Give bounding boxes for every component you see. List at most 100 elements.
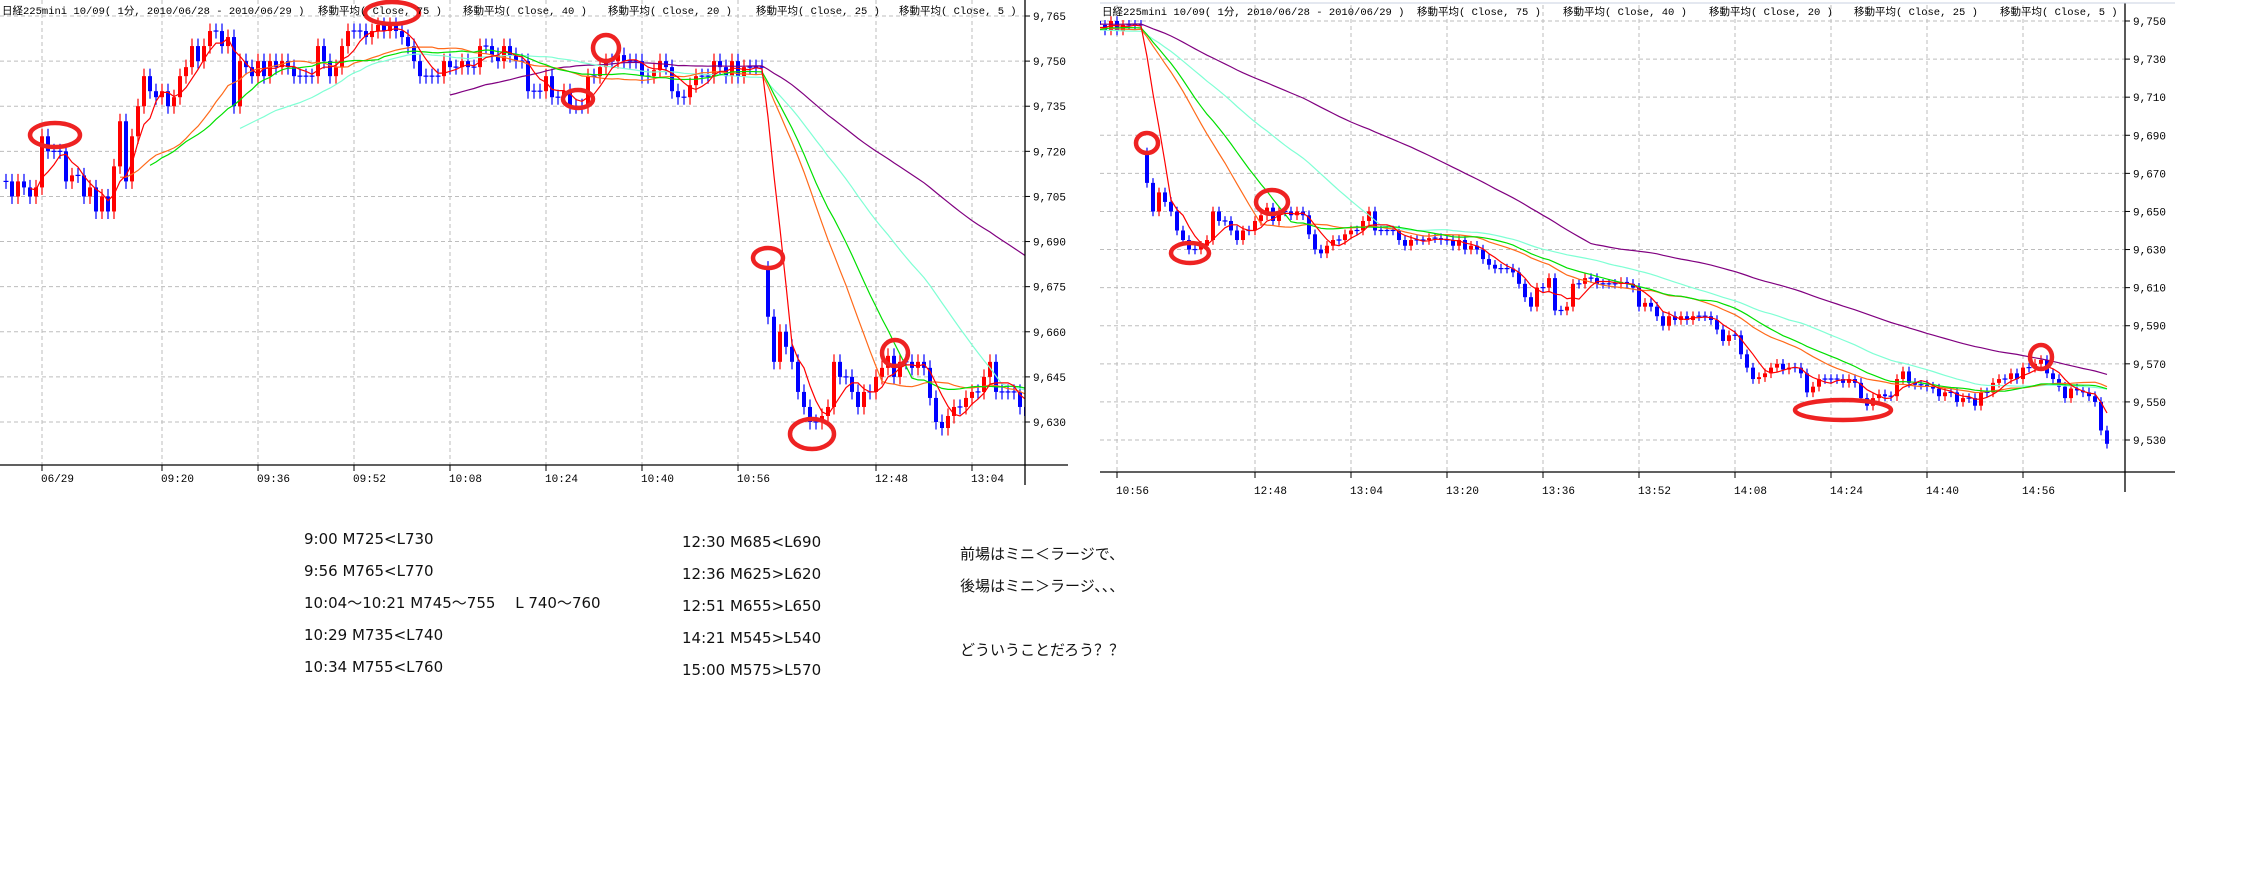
candle bbox=[940, 414, 944, 436]
left-chart-title: 日経225mini 10/09( 1分, 2010/06/28 - 2010/0… bbox=[2, 6, 305, 18]
annotation-circle bbox=[787, 416, 837, 452]
candle bbox=[1361, 216, 1365, 236]
candle bbox=[1966, 393, 1972, 403]
candle bbox=[478, 38, 482, 75]
candle bbox=[1229, 216, 1233, 236]
candle bbox=[1295, 206, 1299, 221]
candle bbox=[838, 354, 842, 385]
y-tick-label: 9,765 bbox=[1033, 12, 1066, 24]
candle-body bbox=[1487, 259, 1491, 265]
candle bbox=[340, 38, 344, 75]
candle bbox=[1955, 387, 1959, 407]
candle-body bbox=[790, 346, 794, 362]
right-legend-ma25: 移動平均( Close, 25 ) bbox=[1854, 7, 1978, 19]
candle-body bbox=[838, 361, 842, 377]
candle-body bbox=[130, 136, 134, 182]
right-chart-title: 日経225mini 10/09( 1分, 2010/06/28 - 2010/0… bbox=[1102, 7, 1405, 19]
candle bbox=[1163, 187, 1167, 207]
x-tick-label: 10:56 bbox=[737, 474, 770, 486]
candle bbox=[1631, 279, 1635, 293]
note-left-4: 10:29 M735<L740 bbox=[304, 626, 444, 644]
x-tick-label: 09:20 bbox=[161, 474, 194, 486]
y-tick-label: 9,610 bbox=[2133, 284, 2166, 296]
candle bbox=[676, 83, 680, 105]
candle bbox=[435, 68, 441, 84]
candle-body bbox=[238, 61, 242, 107]
candle bbox=[1469, 240, 1473, 255]
candle-body bbox=[478, 46, 482, 68]
candle bbox=[514, 47, 518, 69]
candle-body bbox=[1319, 249, 1323, 254]
annotation-circle bbox=[590, 32, 622, 64]
candle bbox=[2021, 362, 2025, 384]
candle bbox=[148, 68, 152, 99]
candle-body bbox=[1295, 211, 1299, 216]
candle-body bbox=[448, 61, 452, 68]
candle-body bbox=[916, 361, 920, 368]
candle-body bbox=[1018, 391, 1022, 407]
candle bbox=[1222, 216, 1228, 226]
candle-body bbox=[1673, 316, 1677, 321]
y-tick-label: 9,690 bbox=[2133, 131, 2166, 143]
candle bbox=[297, 68, 303, 84]
candle bbox=[250, 59, 254, 84]
candle bbox=[808, 399, 812, 430]
candle bbox=[1715, 315, 1719, 335]
candle-body bbox=[1151, 182, 1155, 212]
candle-body bbox=[46, 136, 50, 152]
ma-line-20 bbox=[120, 46, 1025, 395]
candle-body bbox=[2015, 373, 2019, 380]
candle-body bbox=[1241, 230, 1245, 241]
y-tick-label: 9,630 bbox=[2133, 246, 2166, 258]
candle bbox=[238, 53, 242, 114]
candle-body bbox=[370, 31, 374, 38]
candle-body bbox=[1901, 371, 1905, 380]
candle-body bbox=[1409, 240, 1413, 246]
candle-body bbox=[964, 397, 968, 407]
left-legend-ma75: 移動平均( Close, 75 ) bbox=[318, 6, 442, 18]
candle bbox=[22, 173, 26, 195]
candle bbox=[112, 158, 116, 219]
candle bbox=[1565, 301, 1569, 316]
candle bbox=[64, 143, 68, 189]
annotation-circle bbox=[1792, 397, 1894, 423]
candle bbox=[178, 68, 182, 105]
candle bbox=[826, 399, 830, 424]
candle-body bbox=[112, 166, 116, 212]
candle bbox=[1498, 263, 1504, 274]
candle bbox=[213, 23, 219, 39]
candle-body bbox=[1991, 382, 1995, 393]
candle-body bbox=[340, 46, 344, 68]
candle bbox=[957, 399, 963, 415]
candle bbox=[1367, 206, 1371, 226]
plot-area bbox=[3, 17, 1025, 436]
candle-body bbox=[364, 31, 368, 38]
candle-body bbox=[286, 61, 290, 68]
candle bbox=[1649, 298, 1653, 312]
candle bbox=[1451, 235, 1455, 251]
y-tick-label: 9,690 bbox=[1033, 238, 1066, 250]
candle-body bbox=[442, 61, 446, 77]
candle-body bbox=[1769, 367, 1773, 374]
candle bbox=[627, 53, 633, 69]
right-legend-ma5: 移動平均( Close, 5 ) bbox=[2000, 7, 2118, 19]
candle-body bbox=[1169, 201, 1173, 212]
candle-body bbox=[2039, 360, 2043, 364]
candle bbox=[1331, 235, 1335, 251]
candle bbox=[1918, 380, 1924, 390]
plot-area bbox=[1100, 16, 2109, 449]
x-tick-label: 12:48 bbox=[875, 474, 908, 486]
candle-body bbox=[1739, 335, 1743, 355]
candle-body bbox=[1859, 382, 1863, 399]
candle bbox=[1673, 311, 1677, 325]
candle bbox=[946, 408, 950, 436]
y-tick-label: 9,570 bbox=[2133, 360, 2166, 372]
note-middle-2: 12:36 M625>L620 bbox=[682, 565, 822, 583]
candle-body bbox=[1175, 211, 1179, 231]
x-tick-label: 09:52 bbox=[353, 474, 386, 486]
candle-body bbox=[1235, 230, 1239, 241]
candle bbox=[856, 384, 860, 415]
candle-body bbox=[1661, 316, 1665, 326]
candle-body bbox=[94, 187, 98, 212]
